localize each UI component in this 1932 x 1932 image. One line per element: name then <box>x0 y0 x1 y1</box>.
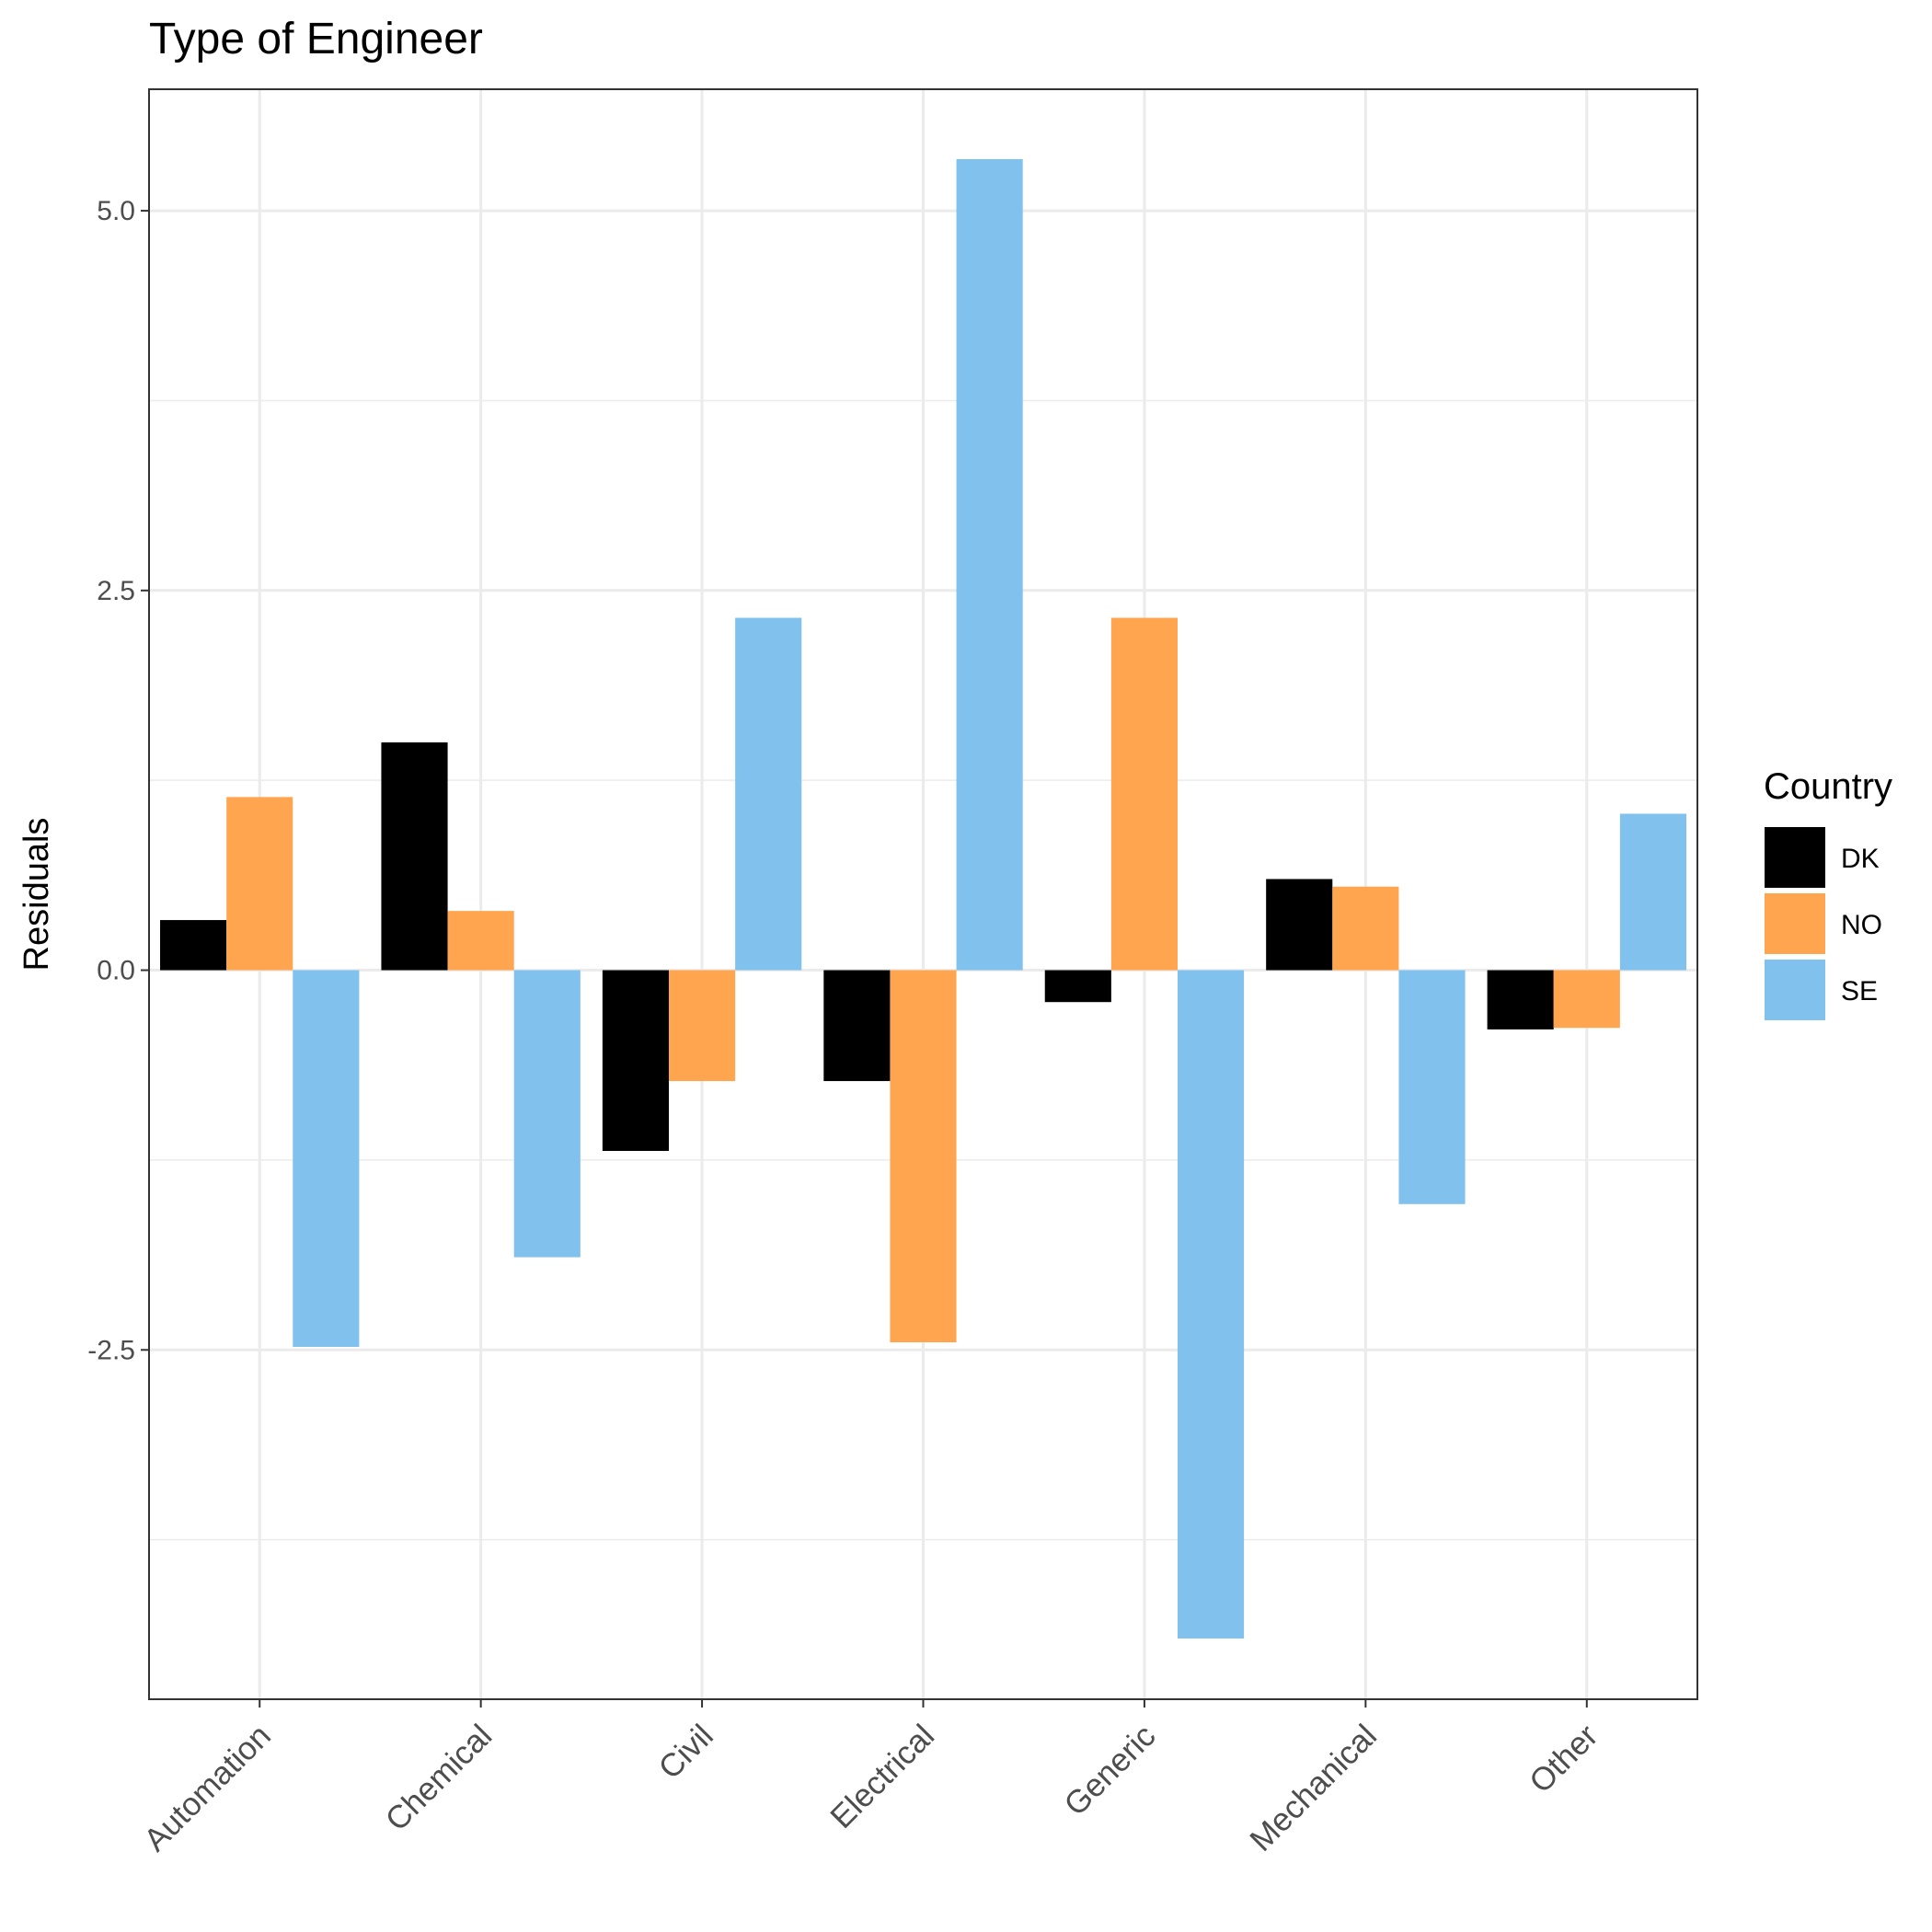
legend-label-no: NO <box>1841 910 1882 940</box>
x-axis: Automation Chemical Civil Electrical Generic… <box>137 1699 1605 1858</box>
x-tick-label: Other <box>1523 1718 1605 1800</box>
bar-se-generic <box>1177 970 1245 1639</box>
bar-dk-electrical <box>823 970 891 1082</box>
bar-se-other <box>1619 813 1686 971</box>
bar-se-chemical <box>513 970 581 1258</box>
x-tick-label: Electrical <box>823 1718 941 1835</box>
bar-dk-other <box>1487 970 1554 1029</box>
legend-key-no <box>1763 891 1827 956</box>
y-tick-label: 2.5 <box>97 576 135 606</box>
y-axis: -2.5 0.0 2.5 5.0 <box>87 196 149 1365</box>
bar-no-automation <box>226 797 293 971</box>
bar-se-mechanical <box>1398 970 1466 1204</box>
bar-dk-civil <box>602 970 670 1152</box>
bar-se-electrical <box>956 158 1023 971</box>
bar-dk-chemical <box>381 742 448 971</box>
bar-dk-generic <box>1044 970 1111 1003</box>
bar-se-automation <box>293 970 360 1347</box>
bar-se-civil <box>735 617 802 971</box>
bar-no-civil <box>669 970 736 1082</box>
bar-dk-automation <box>160 920 227 971</box>
legend-label-dk: DK <box>1841 844 1880 874</box>
bar-dk-mechanical <box>1266 879 1333 971</box>
x-tick-label: Mechanical <box>1243 1718 1384 1858</box>
x-tick-label: Automation <box>137 1718 278 1858</box>
x-tick-label: Generic <box>1057 1718 1162 1823</box>
legend-key-dk <box>1763 825 1827 890</box>
bar-no-chemical <box>447 911 514 971</box>
legend: Country DK NO SE <box>1763 766 1892 1022</box>
y-axis-label: Residuals <box>17 818 56 972</box>
legend-label-se: SE <box>1841 976 1878 1006</box>
y-tick-label: 5.0 <box>97 196 135 226</box>
legend-key-se <box>1763 958 1827 1022</box>
bar-no-electrical <box>890 970 957 1343</box>
legend-title: Country <box>1764 766 1892 807</box>
y-tick-label: -2.5 <box>87 1335 135 1365</box>
x-tick-label: Chemical <box>379 1718 500 1838</box>
bar-no-other <box>1553 970 1620 1029</box>
bar-no-generic <box>1110 617 1178 971</box>
bar-no-mechanical <box>1332 886 1399 971</box>
bars <box>160 158 1686 1639</box>
chart-title: Type of Engineer <box>149 15 483 63</box>
y-tick-label: 0.0 <box>97 956 135 986</box>
x-tick-label: Civil <box>651 1718 719 1786</box>
